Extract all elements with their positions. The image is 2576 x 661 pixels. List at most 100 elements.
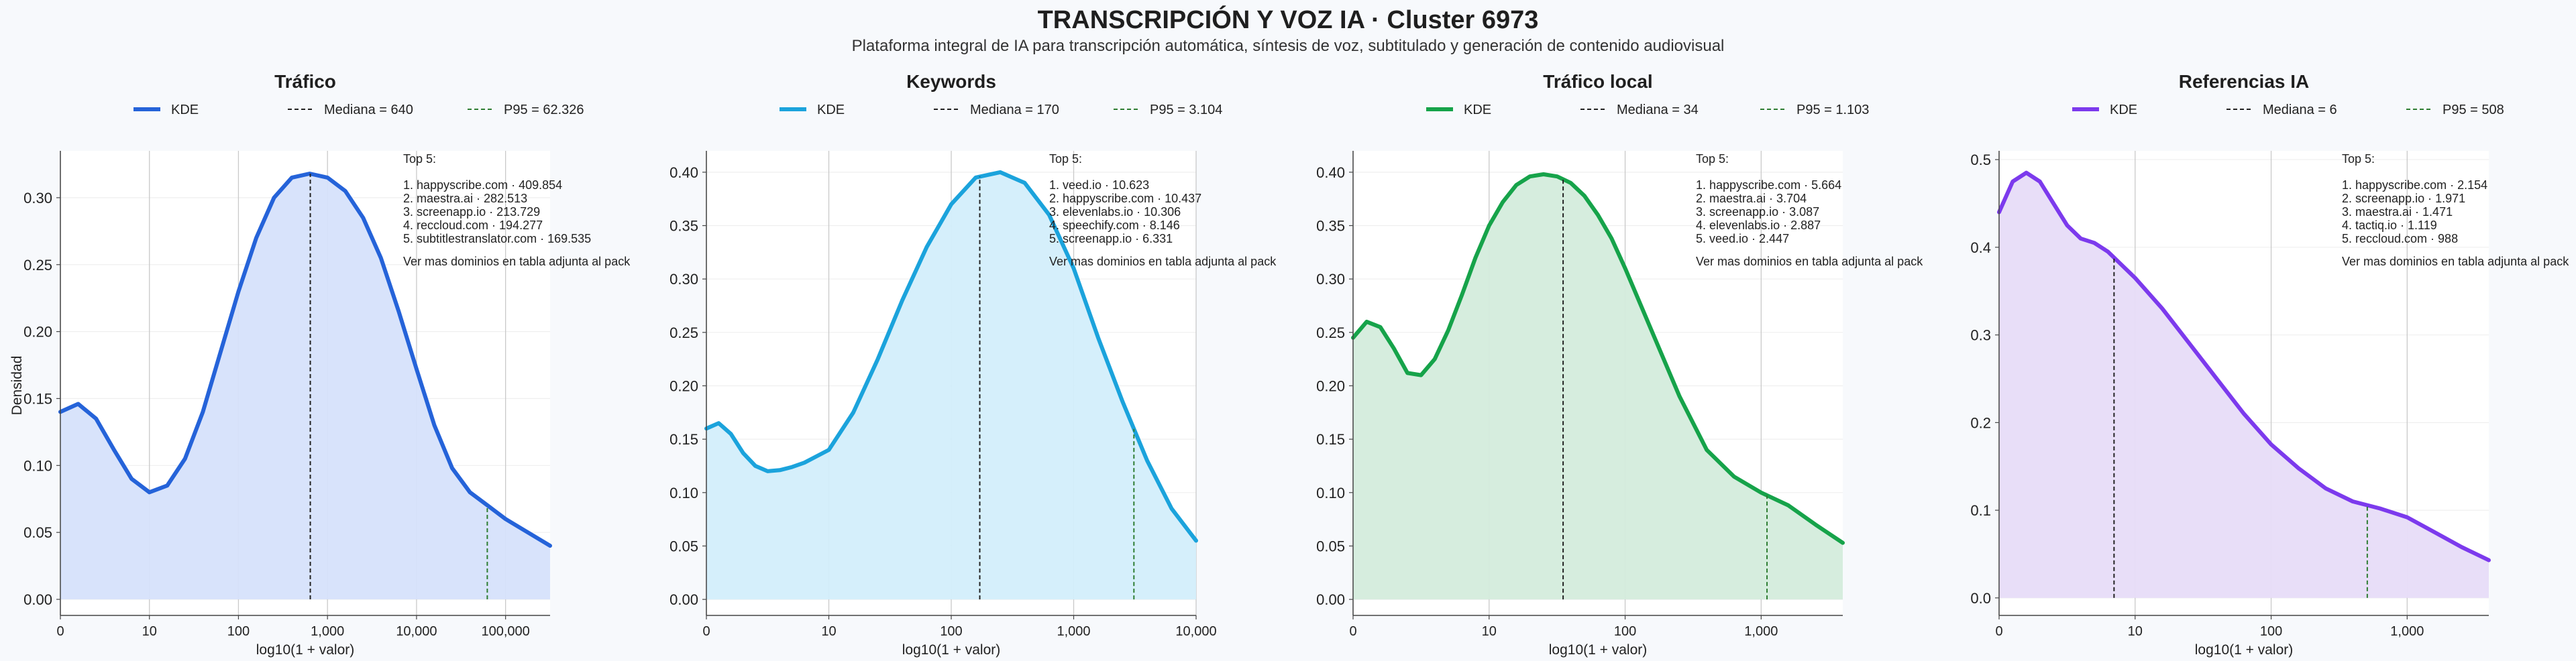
x-tick-label: 100: [1614, 624, 1636, 639]
y-tick-label: 0.30: [23, 190, 52, 206]
x-tick-label: 100: [940, 624, 962, 639]
y-tick-label: 0.5: [1970, 152, 1991, 168]
annotation-line: 5. screenapp.io · 6.331: [1049, 232, 1173, 245]
y-tick-label: 0.10: [1316, 485, 1345, 501]
legend-p95-label: P95 = 1.103: [1796, 103, 1869, 117]
shared-y-axis-label: Densidad: [9, 356, 25, 416]
annotation-line: 4. tactiq.io · 1.119: [2342, 219, 2437, 232]
y-tick-label: 0.00: [1316, 591, 1345, 608]
annotation-footer: Ver mas dominios en tabla adjunta al pac…: [1049, 255, 1277, 268]
annotation-line: 4. elevenlabs.io · 2.887: [1696, 219, 1821, 232]
panel-2: 0.00 0.05 0.10 0.15 0.20 0.25 0.30 0.35 0.40 0 10 1…: [669, 71, 1277, 658]
annotation-heading: Top 5:: [1049, 152, 1082, 166]
x-tick-label: 0: [702, 624, 710, 639]
x-tick-label: 1,000: [311, 624, 344, 639]
legend-p95-label: P95 = 3.104: [1150, 103, 1222, 117]
y-tick-label: 0.05: [23, 524, 52, 541]
annotation-line: 4. reccloud.com · 194.277: [403, 219, 543, 232]
x-tick-label: 1,000: [2390, 624, 2424, 639]
annotation-line: 3. maestra.ai · 1.471: [2342, 205, 2453, 219]
y-tick-label: 0.15: [23, 390, 52, 407]
y-tick-label: 0.40: [1316, 164, 1345, 181]
annotation-heading: Top 5:: [403, 152, 436, 166]
legend-p95-label: P95 = 508: [2443, 103, 2504, 117]
kde-line: [1997, 170, 2491, 562]
kde-area: [1999, 172, 2489, 598]
y-tick-label: 0.3: [1970, 327, 1991, 344]
y-tick-label: 0.10: [23, 457, 52, 474]
annotation-line: 4. speechify.com · 8.146: [1049, 219, 1180, 232]
panel-1: 0.00 0.05 0.10 0.15 0.20 0.25 0.30 0 10 100 1,000 1…: [23, 71, 631, 658]
x-tick-label: 10: [142, 624, 157, 639]
legend-kde-label: KDE: [1464, 103, 1491, 117]
annotation-line: 2. maestra.ai · 3.704: [1696, 192, 1807, 205]
y-tick-label: 0.10: [669, 485, 698, 501]
y-tick-label: 0.4: [1970, 239, 1991, 256]
legend-median-label: Mediana = 640: [324, 103, 413, 117]
kde-area: [1353, 174, 1843, 600]
x-tick-label: 10,000: [1175, 624, 1216, 639]
y-tick-label: 0.2: [1970, 414, 1991, 431]
annotation-line: 3. screenapp.io · 3.087: [1696, 205, 1819, 219]
x-axis-label: log10(1 + valor): [256, 642, 355, 658]
panel-3: 0.00 0.05 0.10 0.15 0.20 0.25 0.30 0.35 0.40 0 10 1…: [1316, 71, 1923, 658]
y-tick-label: 0.30: [669, 271, 698, 288]
y-tick-label: 0.15: [669, 431, 698, 448]
x-axis-label: log10(1 + valor): [2195, 642, 2294, 658]
legend: KDE Mediana = 6 P95 = 508: [2072, 103, 2504, 117]
kde-area: [706, 172, 1196, 600]
legend-median-label: Mediana = 170: [970, 103, 1059, 117]
annotation-line: 1. happyscribe.com · 5.664: [1696, 178, 1841, 192]
legend-kde-label: KDE: [2110, 103, 2137, 117]
y-tick-label: 0.20: [669, 377, 698, 394]
annotation-footer: Ver mas dominios en tabla adjunta al pac…: [403, 255, 631, 268]
y-tick-label: 0.25: [1316, 324, 1345, 341]
annotation-line: 5. subtitlestranslator.com · 169.535: [403, 232, 591, 245]
y-tick-label: 0.35: [669, 218, 698, 235]
annotation-line: 1. happyscribe.com · 2.154: [2342, 178, 2487, 192]
annotation-line: 1. happyscribe.com · 409.854: [403, 178, 562, 192]
y-tick-label: 0.1: [1970, 502, 1991, 519]
x-tick-label: 10: [2128, 624, 2143, 639]
annotation-heading: Top 5:: [2342, 152, 2375, 166]
figure-subtitle: Plataforma integral de IA para transcrip…: [852, 37, 1725, 55]
y-tick-label: 0.0: [1970, 590, 1991, 607]
x-tick-label: 1,000: [1744, 624, 1778, 639]
annotation-footer: Ver mas dominios en tabla adjunta al pac…: [1696, 255, 1923, 268]
legend-kde-label: KDE: [817, 103, 845, 117]
chart-panels: 0.000.050.100.150.200.250.300 10 100 1,000 1…: [23, 71, 2569, 658]
legend: KDE Mediana = 34 P95 = 1.103: [1426, 103, 1869, 117]
legend-kde-label: KDE: [171, 103, 199, 117]
y-tick-label: 0.40: [669, 164, 698, 181]
kde-line: [58, 172, 552, 548]
annotation-heading: Top 5:: [1696, 152, 1729, 166]
y-tick-label: 0.35: [1316, 218, 1345, 235]
annotation-line: 3. screenapp.io · 213.729: [403, 205, 540, 219]
y-tick-label: 0.00: [23, 591, 52, 608]
x-tick-label: 10,000: [396, 624, 437, 639]
y-tick-label: 0.30: [1316, 271, 1345, 288]
y-tick-label: 0.25: [669, 324, 698, 341]
x-tick-label: 0: [1349, 624, 1356, 639]
x-axis-label: log10(1 + valor): [1549, 642, 1648, 658]
y-tick-label: 0.20: [1316, 377, 1345, 394]
figure-title: TRANSCRIPCIÓN Y VOZ IA · Cluster 6973: [1038, 5, 1539, 34]
legend: KDE Mediana = 640 P95 = 62.326: [133, 103, 584, 117]
kde-area: [60, 174, 550, 600]
x-tick-label: 100: [2260, 624, 2282, 639]
x-tick-label: 0: [56, 624, 64, 639]
panel-title: Keywords: [906, 71, 996, 92]
x-tick-label: 10: [821, 624, 836, 639]
y-tick-label: 0.20: [23, 324, 52, 341]
legend: KDE Mediana = 170 P95 = 3.104: [780, 103, 1222, 117]
annotation-line: 5. veed.io · 2.447: [1696, 232, 1789, 245]
legend-p95-label: P95 = 62.326: [504, 103, 584, 117]
annotation-line: 3. elevenlabs.io · 10.306: [1049, 205, 1181, 219]
x-tick-label: 100,000: [481, 624, 529, 639]
y-tick-label: 0.00: [669, 591, 698, 608]
x-tick-label: 100: [227, 624, 250, 639]
x-tick-label: 10: [1482, 624, 1497, 639]
